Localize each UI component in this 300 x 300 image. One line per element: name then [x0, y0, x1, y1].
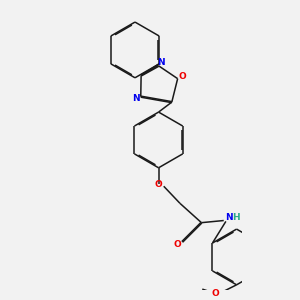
Text: O: O: [155, 180, 162, 189]
Text: H: H: [232, 213, 239, 222]
Text: O: O: [174, 240, 182, 249]
Text: O: O: [179, 72, 187, 81]
Text: N: N: [132, 94, 140, 103]
Text: N: N: [225, 213, 233, 222]
Text: O: O: [211, 289, 219, 298]
Text: N: N: [157, 58, 164, 67]
